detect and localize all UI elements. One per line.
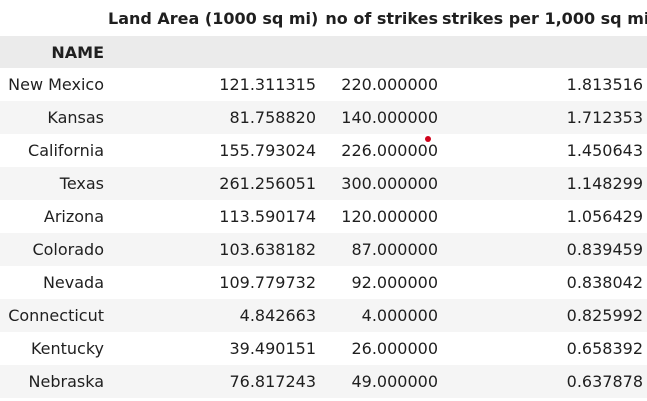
strikes-count-cell: 226.000000 <box>341 141 438 160</box>
index-name-filler <box>108 36 320 68</box>
land-area-cell: 76.817243 <box>229 372 316 391</box>
table-row: Arizona 113.590174 120.000000 1.056429 <box>0 200 647 233</box>
row-index-label: Arizona <box>43 207 104 226</box>
strikes-per-area-cell: 0.658392 <box>566 339 643 358</box>
strikes-per-area-cell: 0.637878 <box>566 372 643 391</box>
column-header-strikes-per-area: strikes per 1,000 sq mi <box>442 8 647 28</box>
strikes-count-cell: 4.000000 <box>361 306 438 325</box>
land-area-cell: 4.842663 <box>239 306 316 325</box>
table-row: New Mexico 121.311315 220.000000 1.81351… <box>0 68 647 101</box>
strikes-count-cell: 120.000000 <box>341 207 438 226</box>
column-header-blank <box>0 0 108 36</box>
strikes-per-area-cell: 1.813516 <box>566 75 643 94</box>
row-index-label: Colorado <box>32 240 104 259</box>
index-name-filler <box>320 36 442 68</box>
table-row: Kansas 81.758820 140.000000 1.712353 <box>0 101 647 134</box>
land-area-cell: 155.793024 <box>219 141 316 160</box>
strikes-per-area-cell: 1.148299 <box>566 174 643 193</box>
table-row: Texas 261.256051 300.000000 1.148299 <box>0 167 647 200</box>
strikes-per-area-cell: 1.056429 <box>566 207 643 226</box>
row-index-label: Texas <box>59 174 104 193</box>
table-row: Nebraska 76.817243 49.000000 0.637878 <box>0 365 647 398</box>
index-name-row: NAME <box>0 36 647 68</box>
strikes-count-cell: 300.000000 <box>341 174 438 193</box>
row-index-label: New Mexico <box>8 75 104 94</box>
cursor-dot <box>425 136 431 142</box>
strikes-count-cell: 87.000000 <box>351 240 438 259</box>
strikes-count-cell: 140.000000 <box>341 108 438 127</box>
row-index-label: California <box>28 141 104 160</box>
strikes-count-cell: 220.000000 <box>341 75 438 94</box>
row-index-label: Nevada <box>42 273 104 292</box>
index-name-label: NAME <box>0 36 108 68</box>
strikes-count-cell: 49.000000 <box>351 372 438 391</box>
column-header-no-of-strikes: no of strikes <box>325 8 438 28</box>
land-area-cell: 109.779732 <box>219 273 316 292</box>
index-name-filler <box>442 36 647 68</box>
strikes-count-cell: 92.000000 <box>351 273 438 292</box>
table-row: California 155.793024 226.000000 1.45064… <box>0 134 647 167</box>
table-row: Colorado 103.638182 87.000000 0.839459 <box>0 233 647 266</box>
row-index-label: Kansas <box>47 108 104 127</box>
table-row: Nevada 109.779732 92.000000 0.838042 <box>0 266 647 299</box>
strikes-per-area-cell: 0.825992 <box>566 306 643 325</box>
table-row: Connecticut 4.842663 4.000000 0.825992 <box>0 299 647 332</box>
land-area-cell: 261.256051 <box>219 174 316 193</box>
land-area-cell: 121.311315 <box>219 75 316 94</box>
row-index-label: Connecticut <box>8 306 104 325</box>
strikes-count-cell: 26.000000 <box>351 339 438 358</box>
row-index-label: Kentucky <box>30 339 104 358</box>
row-index-label: Nebraska <box>28 372 104 391</box>
table-row: Kentucky 39.490151 26.000000 0.658392 <box>0 332 647 365</box>
column-header-land-area: Land Area (1000 sq mi) <box>108 8 319 28</box>
land-area-cell: 113.590174 <box>219 207 316 226</box>
land-area-cell: 103.638182 <box>219 240 316 259</box>
land-area-cell: 81.758820 <box>229 108 316 127</box>
column-header-row: Land Area (1000 sq mi) no of strikes str… <box>0 0 647 36</box>
strikes-per-area-cell: 1.712353 <box>566 108 643 127</box>
strikes-per-area-cell: 1.450643 <box>566 141 643 160</box>
land-area-cell: 39.490151 <box>229 339 316 358</box>
strikes-per-area-cell: 0.839459 <box>566 240 643 259</box>
strikes-per-area-cell: 0.838042 <box>566 273 643 292</box>
